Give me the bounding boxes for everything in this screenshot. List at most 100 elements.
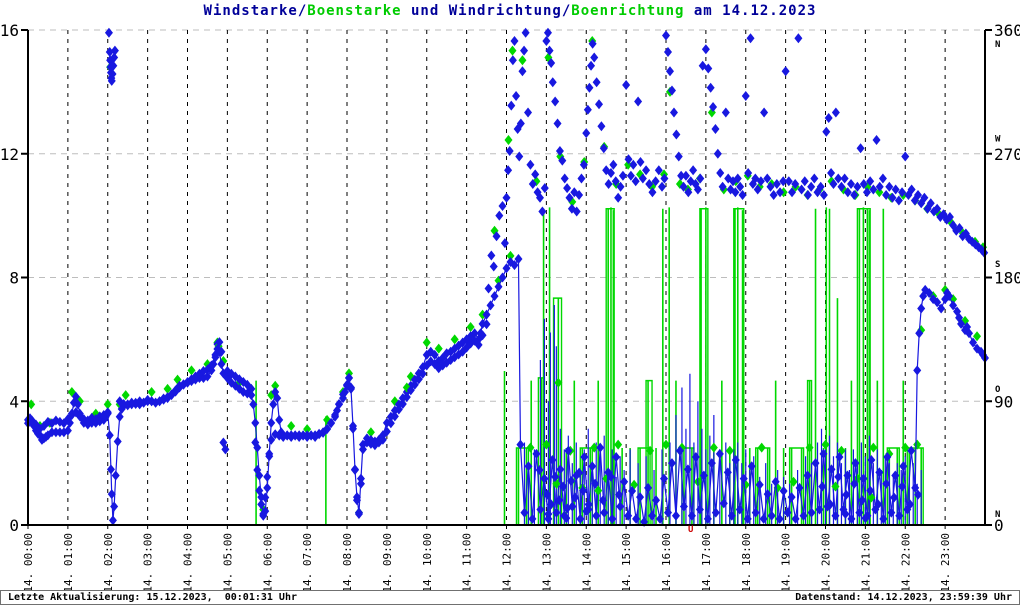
series-point-Windstarke [620, 476, 629, 487]
series-point-Windrichtung [474, 339, 483, 350]
series-point-Boenstarke [163, 383, 172, 394]
series-point-Windrichtung [211, 352, 220, 363]
series-point-Windrichtung [654, 165, 663, 176]
series-point-Boenstarke [434, 343, 443, 354]
series-point-Windrichtung [629, 159, 638, 170]
series-point-Windstarke [203, 371, 212, 382]
series-point-Windrichtung [528, 179, 537, 189]
series-point-Windrichtung [545, 45, 554, 56]
series-point-Windstarke [779, 485, 788, 496]
series-point-Windrichtung [746, 33, 755, 44]
series-point-Windstarke [835, 451, 844, 462]
series-point-Windrichtung [626, 170, 635, 181]
series-point-Windrichtung [577, 173, 586, 184]
series-point-Windrichtung [753, 184, 762, 195]
series-point-Windstarke [747, 461, 756, 472]
series-point-Boenstarke [271, 380, 280, 391]
x-tick-label: 14. 11:00 [461, 533, 474, 592]
series-point-Windstarke [875, 467, 884, 478]
y-left-tick-label: 0 [9, 516, 19, 535]
series-point-Windstarke [675, 445, 684, 456]
series-point-Windstarke [494, 281, 503, 292]
series-point-Windrichtung [510, 36, 519, 46]
title-segment: Boenrichtung [571, 3, 685, 19]
series-point-Windrichtung [926, 198, 935, 209]
series-point-Windrichtung [575, 467, 584, 478]
series-point-Windstarke [831, 510, 840, 521]
series-point-Windrichtung [544, 509, 553, 519]
series-point-Windrichtung [553, 118, 562, 129]
series-point-Boenstarke [646, 445, 655, 456]
series-Boenrichtung-steps [699, 208, 709, 525]
series-point-Windrichtung [520, 45, 529, 56]
series-point-Windstarke [524, 461, 533, 472]
series-point-Windstarke [652, 495, 661, 506]
last-update-text: Letzte Aktualisierung: 15.12.2023, 00:01… [8, 592, 297, 603]
series-point-Windstarke [687, 510, 696, 521]
series-point-Windrichtung [484, 283, 493, 294]
annotation-u: U [688, 525, 693, 535]
series-point-Windstarke [703, 513, 712, 524]
series-point-Windstarke [486, 300, 495, 311]
series-point-Windrichtung [822, 126, 831, 137]
series-point-Windrichtung [521, 27, 530, 38]
series-point-Windstarke [791, 513, 800, 524]
series-point-Windrichtung [850, 478, 859, 489]
series-point-Windrichtung [582, 506, 591, 517]
series-point-Windrichtung [859, 179, 868, 189]
series-point-Boenstarke [554, 377, 563, 388]
series-point-Windstarke [851, 458, 860, 469]
series-point-Windrichtung [850, 190, 859, 200]
series-point-Windrichtung [587, 60, 596, 71]
series-point-Windrichtung [504, 165, 513, 176]
series-point-Windrichtung [679, 181, 688, 192]
series-point-Windrichtung [658, 181, 667, 192]
series-point-Windrichtung [507, 100, 516, 111]
series-point-Windstarke [891, 470, 900, 481]
series-point-Windrichtung [827, 168, 836, 178]
series-point-Boenstarke [913, 439, 922, 450]
series-point-Windstarke [111, 470, 120, 481]
series-point-Windrichtung [582, 128, 591, 139]
series-point-Windstarke [600, 507, 609, 518]
series-point-Windrichtung [738, 190, 747, 200]
series-point-Windstarke [949, 300, 958, 311]
series-point-Windrichtung [406, 385, 415, 396]
series-point-Windstarke [755, 479, 764, 490]
x-tick-label: 14. 14:00 [580, 533, 593, 592]
series-point-Windrichtung [604, 179, 613, 189]
series-point-Windrichtung [662, 30, 670, 41]
series-point-Windrichtung [518, 66, 527, 77]
series-point-Windrichtung [645, 179, 654, 189]
series-point-Windrichtung [800, 176, 809, 187]
series-point-Windrichtung [265, 451, 274, 462]
series-point-Windrichtung [638, 173, 647, 184]
series-point-Windrichtung [684, 187, 693, 198]
series-point-Windrichtung [418, 368, 427, 379]
series-point-Windrichtung [611, 176, 620, 187]
y-right-tick-label: 360 [994, 21, 1020, 40]
series-point-Windstarke [247, 390, 256, 401]
series-point-Boenrichtung [552, 478, 561, 489]
series-point-Windrichtung [487, 250, 496, 261]
x-tick-label: 14. 22:00 [899, 533, 912, 592]
series-point-Windrichtung [394, 404, 403, 415]
series-point-Windrichtung [555, 495, 564, 506]
series-point-Windstarke [933, 297, 942, 308]
series-point-Windstarke [73, 399, 82, 410]
series-point-Windstarke [251, 417, 260, 428]
series-point-Windstarke [249, 399, 258, 410]
series-point-Windrichtung [885, 181, 894, 192]
series-point-Windrichtung [597, 121, 606, 132]
series-point-Windrichtung [829, 179, 838, 189]
series-point-Windstarke [564, 445, 573, 456]
series-point-Windrichtung [878, 173, 887, 184]
series-point-Windstarke [699, 470, 708, 481]
series-point-Windrichtung [803, 190, 812, 200]
series-point-Windrichtung [894, 195, 903, 206]
x-tick-label: 14. 12:00 [501, 533, 514, 592]
series-point-Windrichtung [721, 107, 730, 118]
series-point-Windstarke [667, 458, 676, 469]
series-point-Windrichtung [776, 187, 785, 198]
series-point-Boenrichtung [624, 159, 633, 170]
